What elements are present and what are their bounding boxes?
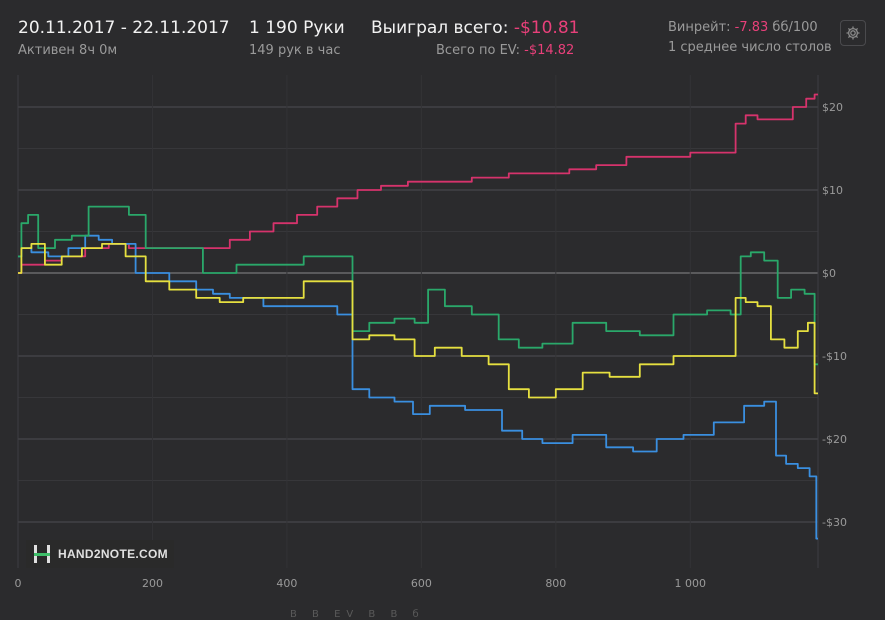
x-tick-label: 1 000 — [675, 577, 707, 590]
winrate-value: -7.83 — [734, 20, 769, 35]
date-range: 20.11.2017 - 22.11.2017 — [18, 18, 230, 38]
chart-series — [18, 93, 818, 540]
winrate-label: Винрейт: — [668, 20, 735, 35]
x-tick-label: 0 — [15, 577, 22, 590]
settings-button[interactable] — [840, 20, 866, 46]
series-line-2 — [18, 205, 818, 366]
y-tick-label: $0 — [822, 267, 836, 280]
total-won-value: -$10.81 — [513, 18, 580, 38]
series-line-1 — [18, 234, 818, 540]
series-line-0 — [18, 93, 818, 274]
hands-per-hour: 149 рук в час — [249, 43, 341, 58]
hands-count: 1 190 Руки — [249, 18, 345, 38]
y-tick-label: $20 — [822, 101, 843, 114]
y-tick-label: -$20 — [822, 433, 847, 446]
gear-icon — [846, 26, 860, 40]
total-won-label: Выиграл всего: — [371, 18, 514, 38]
series-line-3 — [18, 243, 818, 399]
logo-text: HAND2NOTE.COM — [58, 547, 168, 561]
y-tick-label: -$30 — [822, 516, 847, 529]
x-tick-label: 600 — [411, 577, 432, 590]
x-tick-label: 800 — [545, 577, 566, 590]
footer-strip — [0, 606, 885, 618]
total-ev: Всего по EV: -$14.82 — [436, 43, 574, 58]
chart-grid — [17, 75, 819, 568]
total-ev-value: -$14.82 — [524, 43, 575, 58]
hand2note-logo: HAND2NOTE.COM — [26, 540, 174, 568]
footer-legend-fragment: В В EV В В б — [290, 609, 425, 620]
y-tick-label: -$10 — [822, 350, 847, 363]
x-tick-label: 200 — [142, 577, 163, 590]
y-tick-label: $10 — [822, 184, 843, 197]
average-tables: 1 среднее число столов — [668, 40, 832, 55]
active-duration: Активен 8ч 0м — [18, 43, 118, 58]
x-tick-label: 400 — [276, 577, 297, 590]
x-axis-labels: 0 200 400 600 800 1 000 — [15, 577, 707, 590]
profit-chart: $20 $10 $0 -$10 -$20 -$30 0 200 400 600 800 1 000 — [15, 75, 847, 590]
winrate: Винрейт: -7.83 бб/100 — [668, 20, 818, 35]
y-axis-labels: $20 $10 $0 -$10 -$20 -$30 — [822, 101, 847, 529]
h2n-logo-icon — [34, 545, 50, 563]
total-ev-label: Всего по EV: — [436, 43, 525, 58]
total-won: Выиграл всего: -$10.81 — [371, 18, 579, 38]
winrate-unit: бб/100 — [768, 20, 818, 35]
